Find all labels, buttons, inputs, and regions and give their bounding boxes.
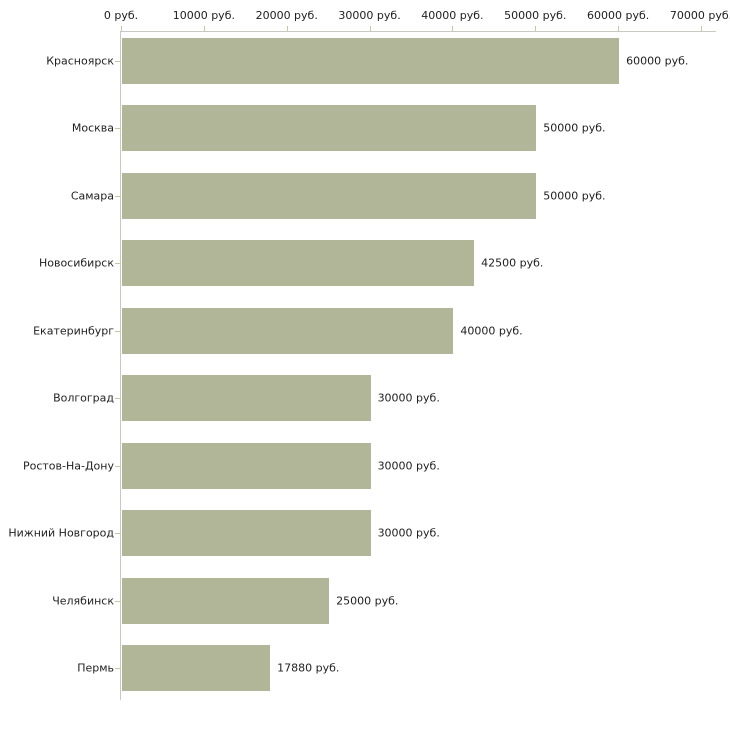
category-label: Москва — [71, 121, 114, 135]
category-label: Волгоград — [53, 391, 114, 405]
y-axis-tick — [115, 466, 121, 467]
value-label: 50000 руб. — [543, 189, 606, 202]
bar — [122, 172, 537, 219]
y-axis-tick — [115, 196, 121, 197]
value-label: 60000 руб. — [626, 54, 689, 67]
x-axis-tick — [618, 26, 620, 31]
y-axis-tick — [115, 263, 121, 264]
y-axis-tick — [115, 533, 121, 534]
bar — [122, 442, 371, 489]
value-label: 40000 руб. — [460, 324, 523, 337]
value-label: 42500 руб. — [481, 256, 544, 270]
x-axis-tick-label: 0 руб. — [103, 9, 139, 22]
x-axis-tick-label: 40000 руб. — [421, 9, 484, 22]
category-label: Самара — [70, 189, 114, 202]
bar — [122, 307, 454, 354]
x-axis-tick-label: 10000 руб. — [172, 9, 235, 22]
y-axis-tick — [115, 61, 121, 62]
x-axis-tick — [121, 26, 122, 31]
value-label: 30000 руб. — [377, 526, 440, 540]
category-label: Челябинск — [52, 594, 114, 607]
category-label: Екатеринбург — [33, 324, 114, 337]
value-label: 50000 руб. — [543, 121, 606, 135]
x-axis-tick-label: 70000 руб. — [669, 9, 730, 22]
x-axis-tick — [203, 26, 205, 31]
x-axis-tick-label: 50000 руб. — [504, 9, 567, 22]
y-axis-line — [120, 31, 121, 700]
value-label: 30000 руб. — [377, 391, 440, 405]
category-label: Новосибирск — [38, 256, 114, 270]
y-axis-tick — [115, 601, 121, 602]
x-axis-tick — [535, 26, 537, 31]
bar — [122, 240, 475, 286]
y-axis-tick — [115, 331, 121, 332]
category-label: Ростов-На-Дону — [22, 459, 114, 472]
bar — [122, 645, 271, 691]
value-label: 30000 руб. — [377, 459, 440, 472]
x-axis-tick — [452, 26, 454, 31]
x-axis-tick — [286, 26, 288, 31]
category-label: Нижний Новгород — [8, 526, 114, 540]
x-axis-tick — [701, 26, 702, 31]
x-axis-tick-label: 60000 руб. — [587, 9, 650, 22]
category-label: Пермь — [77, 661, 114, 675]
value-label: 25000 руб. — [336, 594, 399, 607]
x-axis-tick-label: 30000 руб. — [338, 9, 401, 22]
bar — [122, 37, 620, 84]
y-axis-tick — [115, 128, 121, 129]
bar — [122, 105, 537, 151]
category-label: Красноярск — [46, 54, 114, 67]
y-axis-tick — [115, 668, 121, 669]
bar — [122, 375, 371, 421]
x-axis-tick — [369, 26, 371, 31]
bar — [122, 510, 371, 556]
x-axis-tick-label: 20000 руб. — [255, 9, 318, 22]
value-label: 17880 руб. — [277, 661, 340, 675]
bar — [122, 577, 330, 624]
x-axis-line — [121, 31, 716, 32]
y-axis-tick — [115, 398, 121, 399]
